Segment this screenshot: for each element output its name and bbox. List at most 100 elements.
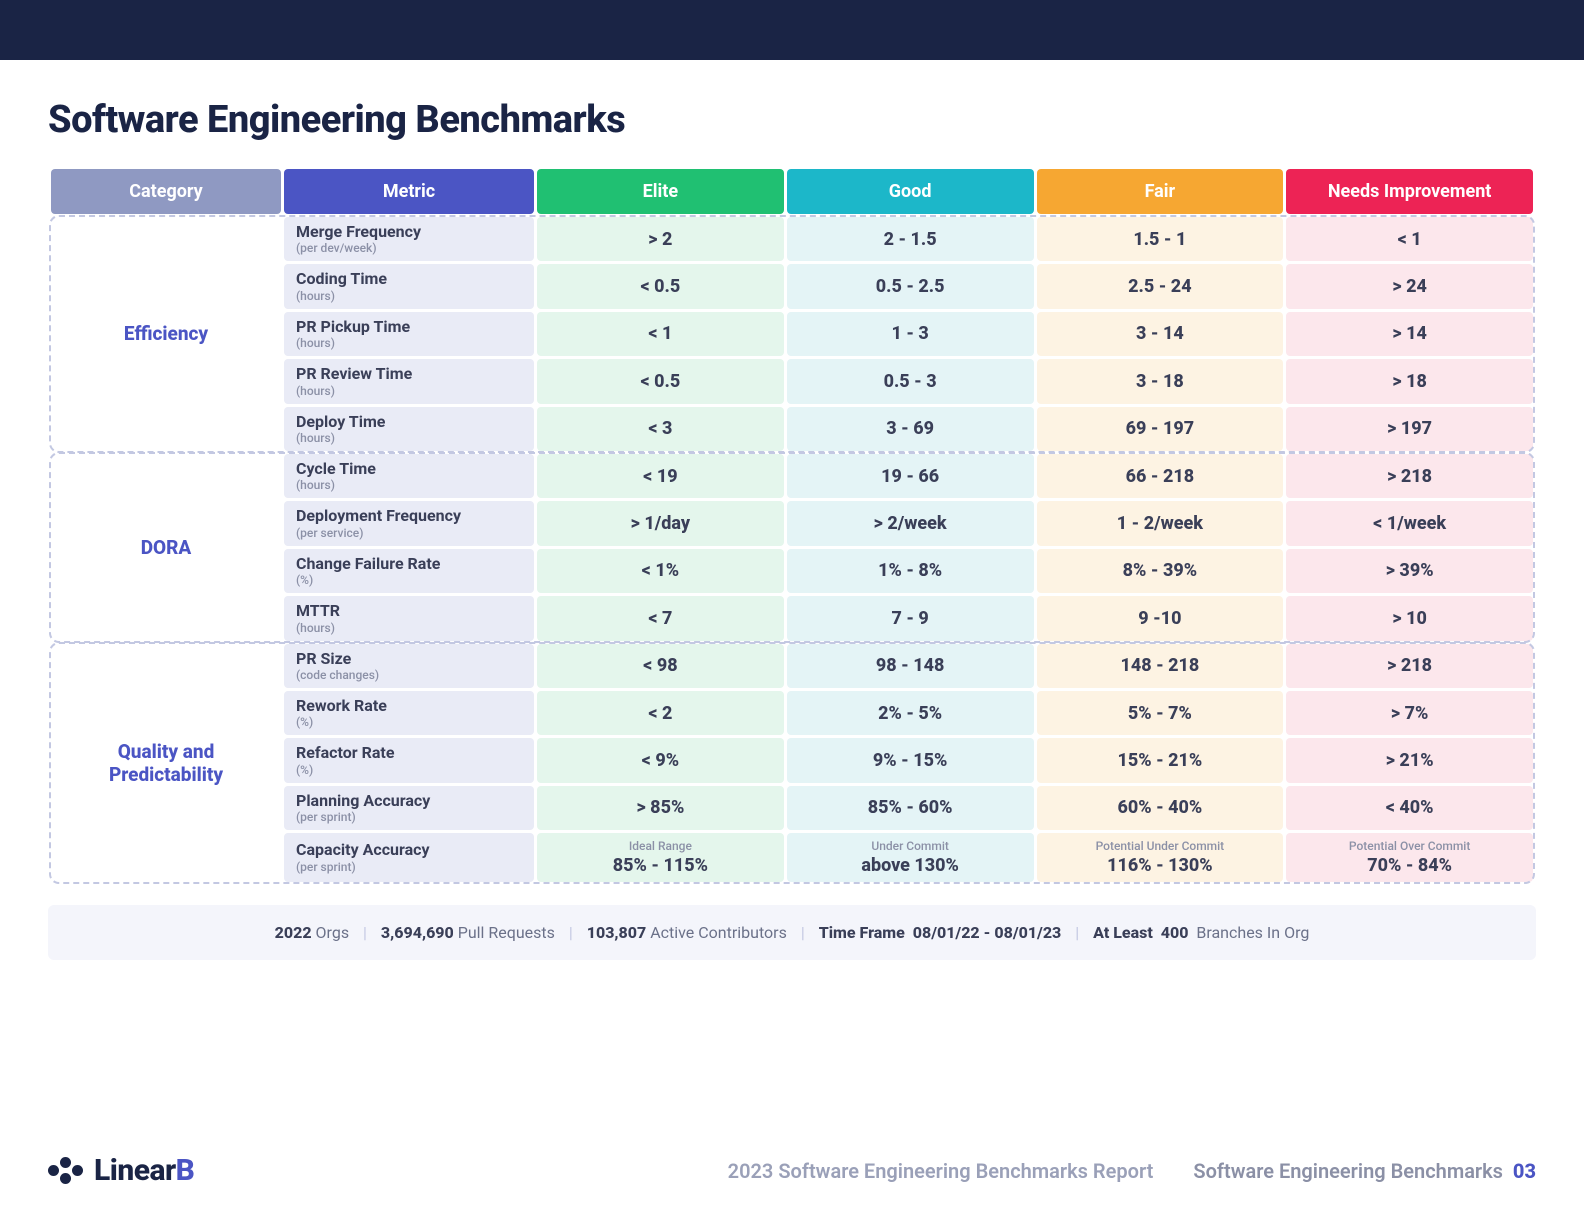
- metric-unit: (per service): [296, 526, 522, 540]
- metric-name: MTTR: [296, 602, 522, 620]
- value-needs: > 21%: [1286, 738, 1533, 782]
- value-text: > 39%: [1386, 560, 1434, 581]
- metric-name: PR Review Time: [296, 365, 522, 383]
- stats-timeframe-value: 08/01/22 - 08/01/23: [913, 923, 1062, 942]
- value-fair: 1.5 - 1: [1037, 217, 1284, 261]
- value-text: 7 - 9: [891, 608, 928, 629]
- metric-cell: Deployment Frequency(per service): [284, 501, 534, 545]
- value-text: 1 - 3: [891, 323, 928, 344]
- value-sublabel: Under Commit: [791, 839, 1030, 853]
- metric-cell: Coding Time(hours): [284, 264, 534, 308]
- logo-text-a: Linear: [94, 1153, 176, 1188]
- metric-name: Merge Frequency: [296, 223, 522, 241]
- value-fair: 2.5 - 24: [1037, 264, 1284, 308]
- metric-unit: (hours): [296, 289, 522, 303]
- value-text: > 218: [1387, 466, 1432, 487]
- metric-cell: Change Failure Rate(%): [284, 549, 534, 593]
- value-text: > 14: [1392, 323, 1427, 344]
- value-text: 5% - 7%: [1128, 703, 1192, 724]
- value-elite: < 19: [537, 454, 784, 498]
- value-text: > 197: [1387, 418, 1432, 439]
- value-elite: < 7: [537, 596, 784, 640]
- metric-name: Deploy Time: [296, 413, 522, 431]
- value-text: > 18: [1392, 371, 1427, 392]
- value-good: 3 - 69: [787, 407, 1034, 451]
- value-good: 1 - 3: [787, 312, 1034, 356]
- table-row: EfficiencyMerge Frequency(per dev/week)>…: [51, 217, 1533, 261]
- value-elite: < 3: [537, 407, 784, 451]
- value-fair: 1 - 2/week: [1037, 501, 1284, 545]
- value-text: 98 - 148: [876, 655, 944, 676]
- value-text: 8% - 39%: [1123, 560, 1197, 581]
- value-sublabel: Ideal Range: [541, 839, 780, 853]
- stats-orgs-value: 2022: [275, 923, 312, 942]
- value-text: 116% - 130%: [1107, 855, 1213, 876]
- separator-icon: |: [1065, 923, 1089, 942]
- value-text: > 7%: [1391, 703, 1428, 724]
- value-text: 66 - 218: [1126, 466, 1194, 487]
- metric-name: Coding Time: [296, 270, 522, 288]
- value-text: 148 - 218: [1120, 655, 1199, 676]
- value-text: < 7: [648, 608, 672, 629]
- metric-unit: (code changes): [296, 668, 522, 682]
- metric-unit: (hours): [296, 431, 522, 445]
- value-good: 85% - 60%: [787, 786, 1034, 830]
- value-text: < 3: [648, 418, 672, 439]
- value-fair: 3 - 14: [1037, 312, 1284, 356]
- value-text: > 2/week: [874, 513, 947, 534]
- value-elite: < 0.5: [537, 359, 784, 403]
- value-text: 2 - 1.5: [884, 229, 937, 250]
- category-cell: Efficiency: [51, 217, 281, 451]
- value-text: > 218: [1387, 655, 1432, 676]
- metric-name: Refactor Rate: [296, 744, 522, 762]
- value-text: above 130%: [861, 855, 959, 876]
- value-needs: > 218: [1286, 644, 1533, 688]
- logo-text-b: B: [176, 1153, 195, 1188]
- value-text: > 85%: [636, 797, 684, 818]
- header-elite: Elite: [537, 169, 784, 214]
- value-needs: > 14: [1286, 312, 1533, 356]
- value-text: < 19: [643, 466, 677, 487]
- metric-name: Rework Rate: [296, 697, 522, 715]
- value-good: 98 - 148: [787, 644, 1034, 688]
- metric-unit: (per sprint): [296, 860, 522, 874]
- separator-icon: |: [353, 923, 377, 942]
- metric-cell: Planning Accuracy(per sprint): [284, 786, 534, 830]
- value-good: 0.5 - 2.5: [787, 264, 1034, 308]
- value-elite: > 2: [537, 217, 784, 261]
- value-needs: > 18: [1286, 359, 1533, 403]
- value-fair: 148 - 218: [1037, 644, 1284, 688]
- value-good: Under Commit above 130%: [787, 833, 1034, 882]
- value-text: 85% - 60%: [868, 797, 953, 818]
- value-text: < 1: [648, 323, 672, 344]
- value-text: 0.5 - 2.5: [876, 276, 945, 297]
- value-needs: > 24: [1286, 264, 1533, 308]
- stats-bar: 2022 Orgs | 3,694,690 Pull Requests | 10…: [48, 905, 1536, 960]
- value-needs: Potential Over Commit70% - 84%: [1286, 833, 1533, 882]
- value-text: 60% - 40%: [1117, 797, 1202, 818]
- value-needs: > 197: [1286, 407, 1533, 451]
- stats-branches-label: Branches In Org: [1196, 923, 1309, 942]
- value-text: 9% - 15%: [873, 750, 947, 771]
- header-good: Good: [787, 169, 1034, 214]
- value-text: 1.5 - 1: [1133, 229, 1186, 250]
- value-good: 9% - 15%: [787, 738, 1034, 782]
- value-text: 2% - 5%: [878, 703, 942, 724]
- metric-unit: (hours): [296, 478, 522, 492]
- value-needs: > 10: [1286, 596, 1533, 640]
- metric-unit: (hours): [296, 621, 522, 635]
- value-elite: < 1: [537, 312, 784, 356]
- value-fair: 66 - 218: [1037, 454, 1284, 498]
- stats-orgs-label: Orgs: [316, 923, 350, 942]
- logo-text: LinearB: [94, 1153, 194, 1188]
- value-sublabel: Potential Over Commit: [1290, 839, 1529, 853]
- value-text: > 21%: [1386, 750, 1434, 771]
- metric-cell: Capacity Accuracy(per sprint): [284, 833, 534, 882]
- stats-contrib-label: Active Contributors: [650, 923, 787, 942]
- value-fair: 8% - 39%: [1037, 549, 1284, 593]
- value-good: 1% - 8%: [787, 549, 1034, 593]
- header-needs: Needs Improvement: [1286, 169, 1533, 214]
- value-elite: < 1%: [537, 549, 784, 593]
- metric-name: PR Pickup Time: [296, 318, 522, 336]
- value-text: < 2: [648, 703, 672, 724]
